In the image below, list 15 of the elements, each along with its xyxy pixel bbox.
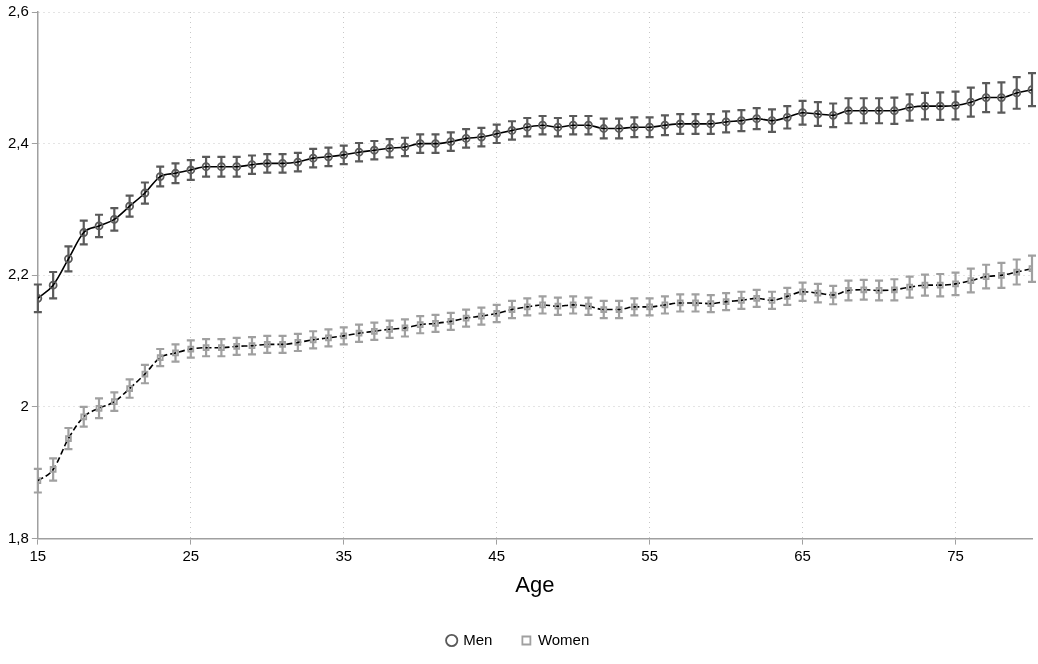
- x-tick-label: 55: [641, 546, 658, 564]
- x-tick-label: 35: [335, 546, 353, 564]
- y-tick-label: 1,8: [7, 528, 29, 546]
- x-tick-label: 45: [488, 546, 506, 564]
- y-tick-label: 2,2: [7, 265, 29, 283]
- y-tick-label: 2,4: [7, 133, 29, 151]
- legend-label: Women: [537, 630, 590, 648]
- x-tick-label: 75: [947, 546, 964, 564]
- x-axis-title: Age: [515, 571, 555, 597]
- x-tick-label: 15: [29, 546, 47, 564]
- y-tick-label: 2: [20, 397, 29, 415]
- y-tick-label: 2,6: [7, 2, 29, 20]
- x-tick-label: 25: [182, 546, 200, 564]
- legend-label: Men: [463, 630, 493, 648]
- x-tick-label: 65: [794, 546, 811, 564]
